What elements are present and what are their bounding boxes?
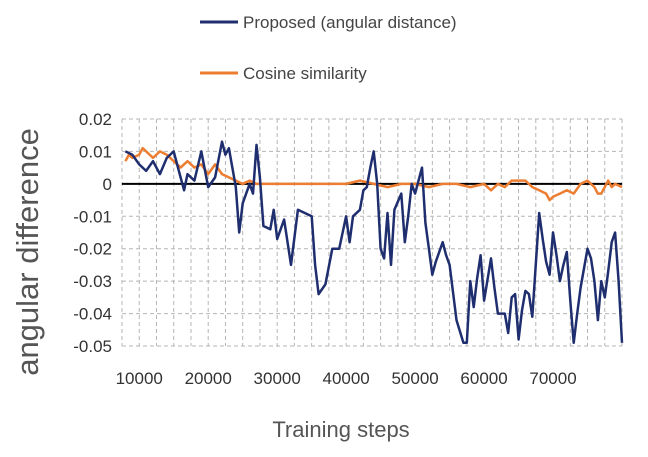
y-tick-label: 0.02 (79, 110, 112, 129)
legend: Proposed (angular distance) Cosine simil… (200, 13, 457, 83)
y-tick-label: 0.01 (79, 142, 112, 161)
series-line-proposed (124, 140, 624, 345)
y-tick-label: -0.02 (73, 240, 112, 259)
x-tick-label: 10000 (116, 369, 163, 388)
y-tick-label: -0.01 (73, 207, 112, 226)
y-axis-label: angular difference (10, 128, 45, 376)
series-lines (124, 140, 624, 345)
y-tick-label: 0 (103, 175, 112, 194)
x-tick-label: 70000 (529, 369, 576, 388)
x-axis-label: Training steps (272, 417, 409, 442)
x-tick-label: 50000 (391, 369, 438, 388)
x-tick-label: 20000 (185, 369, 232, 388)
y-tick-label: -0.03 (73, 272, 112, 291)
x-tick-label: 30000 (254, 369, 301, 388)
x-tick-label: 60000 (460, 369, 507, 388)
y-tick-label: -0.04 (73, 305, 112, 324)
legend-label-proposed: Proposed (angular distance) (243, 13, 457, 32)
y-tick-label: -0.05 (73, 337, 112, 356)
grid (121, 118, 623, 347)
x-tick-label: 40000 (322, 369, 369, 388)
legend-label-cosine: Cosine similarity (243, 64, 367, 83)
